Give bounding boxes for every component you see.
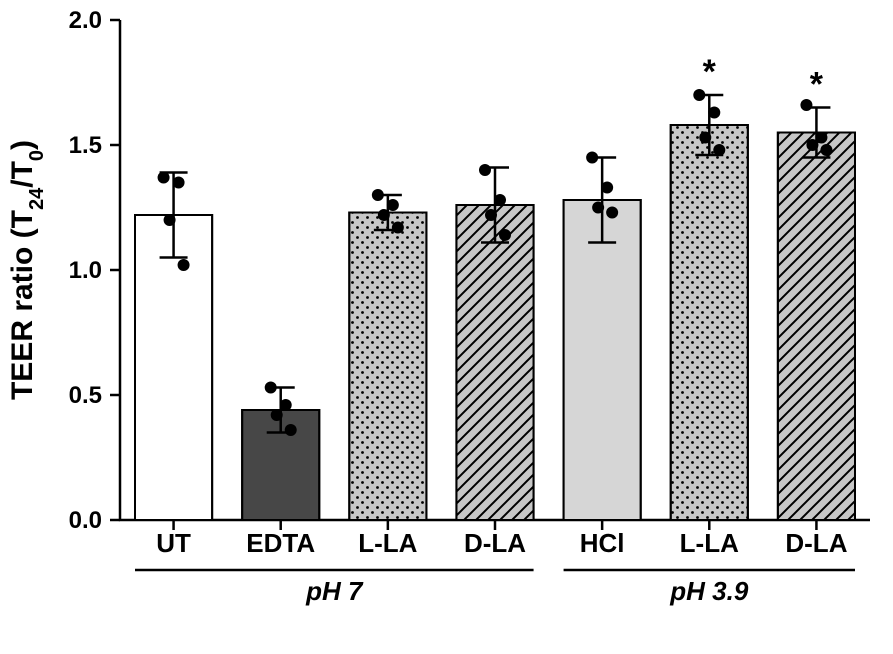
data-point	[265, 382, 277, 394]
bar-pattern	[671, 125, 748, 520]
data-point	[806, 139, 818, 151]
data-point	[285, 424, 297, 436]
data-point	[586, 152, 598, 164]
data-point	[606, 207, 618, 219]
data-point	[592, 202, 604, 214]
data-point	[601, 182, 613, 194]
data-point	[392, 222, 404, 234]
data-point	[280, 399, 292, 411]
data-point	[499, 229, 511, 241]
category-label: D-LA	[785, 528, 847, 558]
data-point	[164, 214, 176, 226]
data-point	[699, 132, 711, 144]
category-label: D-LA	[464, 528, 526, 558]
data-point	[387, 199, 399, 211]
y-tick-label: 2.0	[69, 7, 102, 34]
bar	[135, 215, 212, 520]
category-label: UT	[156, 528, 191, 558]
data-point	[378, 209, 390, 221]
data-point	[173, 177, 185, 189]
category-label: L-LA	[358, 528, 417, 558]
bar-pattern	[349, 213, 426, 521]
y-axis-title: TEER ratio (T24/T0)	[6, 140, 48, 400]
bar-pattern	[456, 205, 533, 520]
y-tick-label: 1.5	[69, 132, 102, 159]
chart-svg: 0.0 0.5 1.0 1.5 2.0 TEER ratio (T24/T0) UT EDTA…	[0, 0, 893, 654]
teer-bar-chart: 0.0 0.5 1.0 1.5 2.0 TEER ratio (T24/T0) UT EDTA…	[0, 0, 893, 654]
plot-area: 0.0 0.5 1.0 1.5 2.0 TEER ratio (T24/T0) UT EDTA…	[6, 7, 870, 606]
bar-pattern	[778, 133, 855, 521]
bar	[564, 200, 641, 520]
data-point	[485, 209, 497, 221]
significance-marker: *	[810, 66, 824, 104]
significance-marker: *	[703, 53, 717, 91]
data-point	[158, 172, 170, 184]
data-point	[178, 259, 190, 271]
y-tick-label: 1.0	[69, 257, 102, 284]
y-tick-label: 0.0	[69, 507, 102, 534]
data-point	[708, 107, 720, 119]
group-label: pH 7	[305, 576, 364, 606]
category-label: L-LA	[680, 528, 739, 558]
data-point	[372, 189, 384, 201]
data-point	[479, 164, 491, 176]
data-point	[271, 409, 283, 421]
group-label: pH 3.9	[669, 576, 749, 606]
data-point	[820, 144, 832, 156]
category-label: EDTA	[246, 528, 315, 558]
data-point	[713, 144, 725, 156]
data-point	[494, 194, 506, 206]
category-label: HCl	[580, 528, 625, 558]
y-tick-label: 0.5	[69, 382, 102, 409]
